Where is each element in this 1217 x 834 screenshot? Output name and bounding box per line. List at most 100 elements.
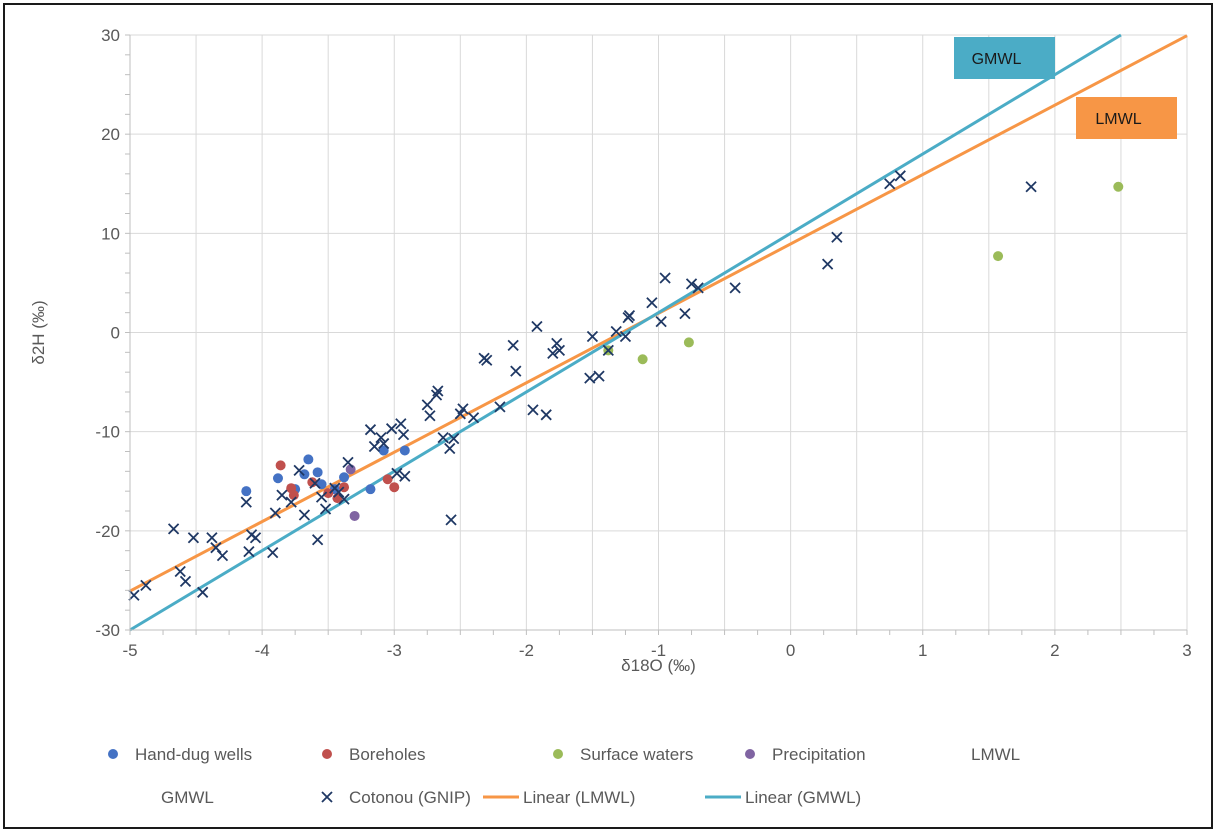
data-point — [243, 546, 255, 558]
data-point — [276, 489, 288, 501]
data-point — [382, 474, 393, 485]
data-point — [457, 403, 469, 415]
data-point — [692, 282, 704, 294]
x-tick-label: -2 — [519, 641, 534, 660]
data-point — [368, 440, 381, 453]
y-tick-label: -20 — [95, 522, 120, 541]
data-point — [397, 429, 410, 441]
y-axis-title: δ2H (‰) — [29, 300, 48, 364]
legend-marker — [553, 749, 563, 759]
data-point — [285, 496, 297, 508]
data-point — [510, 365, 522, 377]
legend-marker — [322, 749, 332, 759]
data-point — [312, 467, 323, 478]
data-point — [338, 493, 350, 505]
grid-layer — [129, 34, 1188, 631]
data-point — [249, 532, 262, 544]
legend-label: GMWL — [161, 788, 214, 807]
data-point — [445, 514, 457, 526]
x-tick-label: -5 — [122, 641, 137, 660]
data-point — [593, 370, 605, 382]
series-layer — [128, 33, 1188, 632]
y-tick-label: 10 — [101, 224, 120, 243]
x-tick-label: -1 — [651, 641, 666, 660]
legend-item: LMWL — [971, 745, 1020, 764]
legend-label: Cotonou (GNIP) — [349, 788, 471, 807]
data-point — [307, 477, 318, 488]
data-point — [375, 431, 387, 444]
legend-item: Linear (GMWL) — [705, 788, 861, 807]
legend-label: Hand-dug wells — [135, 745, 252, 764]
data-point — [602, 344, 614, 356]
legend-item: GMWL — [161, 788, 214, 807]
data-point — [655, 315, 667, 328]
data-point — [299, 469, 310, 480]
data-point — [553, 344, 566, 356]
x-tick-label: -3 — [387, 641, 402, 660]
data-point — [619, 330, 632, 343]
legend-item: Surface waters — [553, 745, 693, 764]
x-tick-label: 1 — [918, 641, 927, 660]
data-point — [385, 423, 398, 435]
data-point — [421, 399, 433, 411]
y-tick-label: 20 — [101, 125, 120, 144]
x-axis-title: δ18O (‰) — [621, 656, 696, 675]
data-point — [444, 442, 456, 455]
legend-label: Linear (GMWL) — [745, 788, 861, 807]
data-point — [430, 389, 443, 401]
legend-marker — [321, 791, 333, 803]
data-point — [206, 532, 218, 544]
data-point — [831, 231, 843, 243]
data-point — [364, 424, 377, 436]
legend-layer: Hand-dug wells Boreholes Surface waters Pre… — [108, 745, 1020, 807]
data-point — [167, 523, 180, 535]
callout-label: GMWL — [972, 51, 1022, 68]
y-tick-label: 0 — [111, 324, 120, 343]
data-point — [269, 507, 281, 519]
x-tick-label: -4 — [255, 641, 270, 660]
data-point — [507, 339, 519, 352]
data-point — [623, 310, 636, 322]
data-point — [646, 297, 658, 309]
data-point — [448, 432, 460, 445]
data-point — [349, 510, 360, 521]
data-point — [540, 409, 552, 421]
data-point — [315, 491, 328, 503]
data-point — [391, 467, 403, 479]
data-point — [467, 412, 480, 424]
data-point — [333, 486, 345, 498]
data-point — [821, 258, 834, 270]
data-point — [378, 437, 390, 450]
data-point — [685, 278, 698, 290]
data-point — [389, 482, 400, 493]
data-point — [339, 472, 350, 483]
callout-box — [1076, 97, 1177, 139]
data-point — [174, 565, 186, 578]
data-point — [683, 337, 694, 348]
data-point — [584, 372, 596, 384]
legend-label: Linear (LMWL) — [523, 788, 635, 807]
legend-item: Boreholes — [322, 745, 426, 764]
data-point — [610, 325, 622, 338]
callout-box — [954, 37, 1055, 79]
data-point — [481, 354, 493, 366]
data-point — [197, 586, 209, 598]
data-point — [309, 477, 321, 489]
data-point — [241, 486, 252, 497]
data-point — [527, 404, 539, 416]
legend-marker — [108, 749, 118, 759]
data-point — [275, 460, 286, 471]
legend-item: Hand-dug wells — [108, 745, 252, 764]
data-point — [399, 445, 410, 456]
legend-marker — [745, 749, 755, 759]
data-point — [179, 575, 192, 588]
data-point — [140, 579, 152, 592]
data-point — [659, 272, 671, 284]
data-point — [240, 496, 252, 508]
callout-layer: GMWL LMWL — [954, 37, 1177, 139]
y-tick-label: -30 — [95, 621, 120, 640]
legend-item: Cotonou (GNIP) — [321, 788, 471, 807]
data-point — [210, 542, 222, 554]
data-point — [311, 534, 324, 546]
